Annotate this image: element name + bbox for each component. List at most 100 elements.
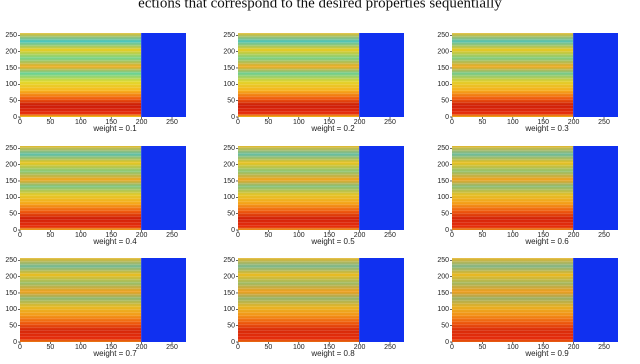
y-tick-label: 50 bbox=[9, 98, 17, 105]
x-tick-label: 50 bbox=[479, 344, 487, 351]
x-tick-label: 0 bbox=[236, 232, 240, 239]
x-tick-label: 250 bbox=[384, 232, 396, 239]
x-tick-label: 0 bbox=[236, 119, 240, 126]
y-tick-label: 50 bbox=[441, 211, 449, 218]
x-tick-label: 150 bbox=[323, 232, 335, 239]
spectrogram-texture bbox=[452, 33, 574, 117]
y-tick-label: 100 bbox=[437, 81, 449, 88]
y-tick-label: 250 bbox=[5, 32, 17, 39]
x-axis-label: weight = 0.3 bbox=[524, 124, 569, 133]
y-tick-label: 100 bbox=[5, 306, 17, 313]
x-tick-label: 250 bbox=[166, 344, 178, 351]
y-tick-label: 100 bbox=[223, 306, 235, 313]
y-tick-label: 100 bbox=[5, 81, 17, 88]
y-tick-label: 150 bbox=[5, 290, 17, 297]
spectrogram-texture bbox=[452, 146, 574, 230]
x-tick-label: 150 bbox=[323, 344, 335, 351]
spectrogram-texture bbox=[238, 258, 360, 342]
spectrogram-texture bbox=[238, 146, 360, 230]
x-tick-label: 250 bbox=[598, 344, 610, 351]
spectrogram-texture bbox=[238, 33, 360, 117]
y-tick-label: 0 bbox=[231, 339, 235, 346]
y-tick-label: 150 bbox=[437, 178, 449, 185]
caption-fragment: ections that correspond to the desired p… bbox=[138, 0, 502, 11]
y-tick-label: 50 bbox=[441, 98, 449, 105]
y-tick-label: 0 bbox=[445, 227, 449, 234]
y-tick-label: 50 bbox=[227, 211, 235, 218]
x-tick-label: 50 bbox=[47, 119, 55, 126]
x-tick-label: 100 bbox=[507, 119, 519, 126]
x-tick-label: 150 bbox=[105, 344, 117, 351]
y-tick-label: 200 bbox=[5, 161, 17, 168]
x-tick-label: 150 bbox=[323, 119, 335, 126]
x-tick-label: 0 bbox=[18, 232, 22, 239]
y-tick-label: 100 bbox=[437, 306, 449, 313]
x-tick-label: 250 bbox=[166, 119, 178, 126]
padding-region bbox=[359, 33, 404, 117]
y-tick-label: 0 bbox=[13, 339, 17, 346]
x-tick-label: 50 bbox=[265, 232, 273, 239]
padding-region bbox=[359, 146, 404, 230]
x-tick-label: 50 bbox=[265, 344, 273, 351]
y-tick-label: 0 bbox=[231, 227, 235, 234]
y-tick-label: 250 bbox=[223, 257, 235, 264]
x-tick-label: 150 bbox=[537, 232, 549, 239]
y-tick-label: 200 bbox=[437, 161, 449, 168]
x-tick-label: 250 bbox=[384, 344, 396, 351]
y-tick-label: 150 bbox=[5, 178, 17, 185]
x-tick-label: 250 bbox=[384, 119, 396, 126]
x-axis-label: weight = 0.7 bbox=[92, 349, 137, 358]
y-tick-label: 200 bbox=[223, 273, 235, 280]
y-tick-label: 250 bbox=[437, 32, 449, 39]
y-tick-label: 250 bbox=[437, 145, 449, 152]
x-tick-label: 250 bbox=[598, 232, 610, 239]
y-tick-label: 50 bbox=[227, 98, 235, 105]
padding-region bbox=[573, 258, 618, 342]
x-tick-label: 0 bbox=[450, 232, 454, 239]
x-tick-label: 100 bbox=[293, 119, 305, 126]
padding-region bbox=[359, 258, 404, 342]
x-tick-label: 150 bbox=[105, 232, 117, 239]
padding-region bbox=[141, 258, 186, 342]
x-tick-label: 250 bbox=[166, 232, 178, 239]
x-tick-label: 200 bbox=[568, 344, 580, 351]
x-tick-label: 200 bbox=[568, 119, 580, 126]
x-axis-label: weight = 0.6 bbox=[524, 237, 569, 246]
x-axis-label: weight = 0.5 bbox=[310, 237, 355, 246]
y-tick-label: 0 bbox=[445, 339, 449, 346]
x-tick-label: 100 bbox=[507, 232, 519, 239]
y-tick-label: 50 bbox=[441, 323, 449, 330]
y-tick-label: 150 bbox=[223, 178, 235, 185]
x-tick-label: 100 bbox=[75, 232, 87, 239]
x-tick-label: 100 bbox=[293, 232, 305, 239]
spectrogram-texture bbox=[20, 258, 142, 342]
x-tick-label: 250 bbox=[598, 119, 610, 126]
x-axis-label: weight = 0.2 bbox=[310, 124, 355, 133]
y-tick-label: 150 bbox=[223, 65, 235, 72]
y-tick-label: 50 bbox=[9, 323, 17, 330]
y-tick-label: 50 bbox=[9, 211, 17, 218]
x-axis-label: weight = 0.8 bbox=[310, 349, 355, 358]
spectrogram-texture bbox=[20, 146, 142, 230]
x-tick-label: 100 bbox=[293, 344, 305, 351]
y-tick-label: 200 bbox=[223, 161, 235, 168]
y-tick-label: 250 bbox=[437, 257, 449, 264]
y-tick-label: 150 bbox=[223, 290, 235, 297]
y-tick-label: 50 bbox=[227, 323, 235, 330]
y-tick-label: 150 bbox=[437, 65, 449, 72]
x-tick-label: 100 bbox=[507, 344, 519, 351]
x-tick-label: 50 bbox=[479, 119, 487, 126]
x-tick-label: 150 bbox=[537, 119, 549, 126]
y-tick-label: 0 bbox=[13, 114, 17, 121]
x-tick-label: 0 bbox=[450, 344, 454, 351]
x-axis-label: weight = 0.9 bbox=[524, 349, 569, 358]
x-tick-label: 0 bbox=[18, 119, 22, 126]
y-tick-label: 200 bbox=[437, 48, 449, 55]
x-tick-label: 0 bbox=[450, 119, 454, 126]
y-tick-label: 100 bbox=[223, 194, 235, 201]
x-tick-label: 100 bbox=[75, 119, 87, 126]
y-tick-label: 150 bbox=[437, 290, 449, 297]
x-axis-label: weight = 0.1 bbox=[92, 124, 137, 133]
y-tick-label: 0 bbox=[13, 227, 17, 234]
